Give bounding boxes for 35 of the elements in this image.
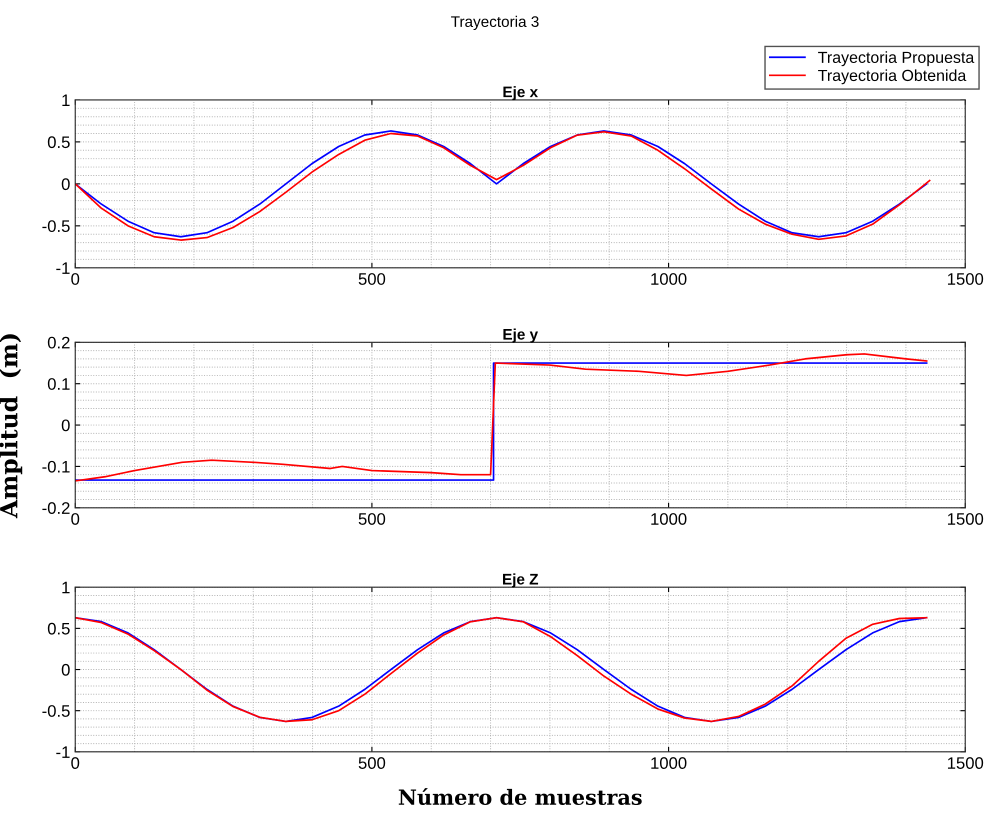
x-tick-label: 1000 [651,513,686,525]
y-tick-label: 0.2 [48,336,70,349]
y-tick-label: 0.5 [48,136,70,148]
y-tick-label: -0.5 [42,220,70,232]
x-tick-label: 1500 [948,757,984,769]
y-tick-label: 0 [62,664,70,676]
legend-label: Trayectoria Propuesta [818,51,974,66]
x-tick-label: 1000 [651,273,686,285]
x-tick-label: 0 [71,273,80,285]
y-tick-label: -0.1 [42,460,70,473]
x-tick-label: 1500 [948,513,984,525]
y-tick-label: -1 [56,262,70,274]
x-tick-label: 500 [358,273,386,285]
x-axis-title: Número de muestras [398,788,642,806]
x-tick-label: 500 [358,513,386,525]
x-tick-label: 500 [358,757,386,769]
x-tick-label: 0 [71,757,80,769]
y-tick-label: -0.5 [42,705,70,717]
x-tick-label: 0 [71,513,80,525]
legend-label: Trayectoria Obtenida [818,69,966,84]
line-series [75,616,928,722]
y-tick-label: 1 [62,94,70,106]
chart-title: Eje Z [503,573,538,588]
chart-title: Eje x [503,86,538,100]
y-tick-label: -0.2 [42,502,70,514]
y-tick-label: 0.1 [48,378,70,390]
chart-title: Eje y [503,328,538,343]
y-tick-label: 0 [62,178,70,190]
text: Trayectoria 3 [451,16,539,30]
y-tick-label: 0.5 [48,622,70,635]
y-tick-label: 0 [62,419,70,432]
x-tick-label: 1000 [651,757,686,769]
y-tick-label: 1 [62,582,70,594]
y-tick-label: -1 [56,746,70,758]
x-tick-label: 1500 [948,273,984,285]
